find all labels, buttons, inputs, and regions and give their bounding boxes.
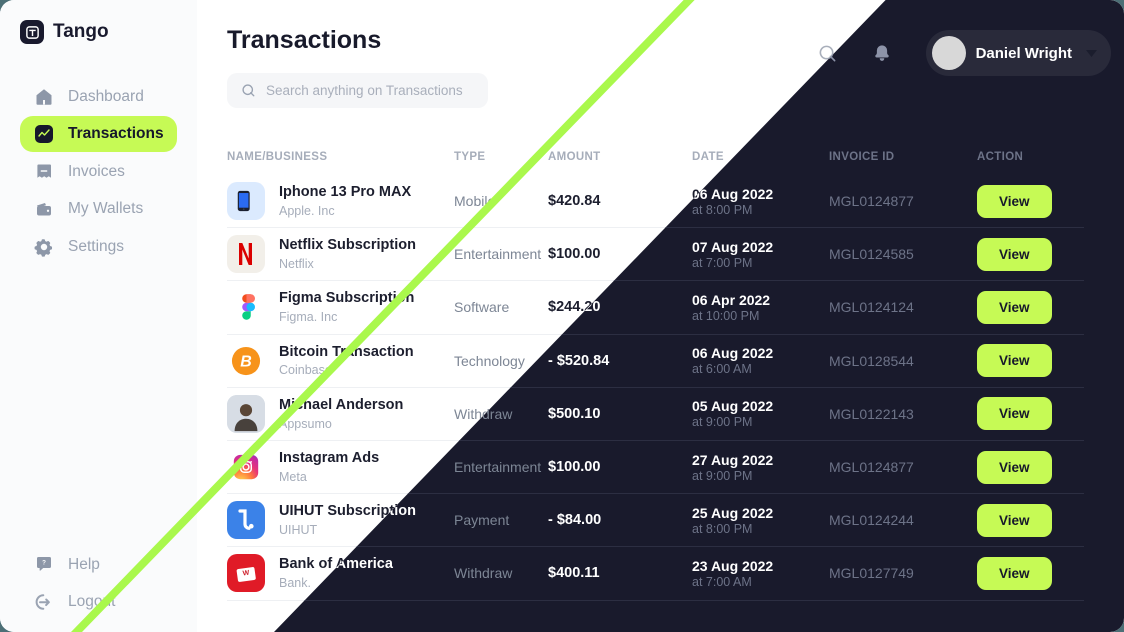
svg-text:B: B <box>240 353 252 370</box>
svg-text:?: ? <box>42 559 46 566</box>
